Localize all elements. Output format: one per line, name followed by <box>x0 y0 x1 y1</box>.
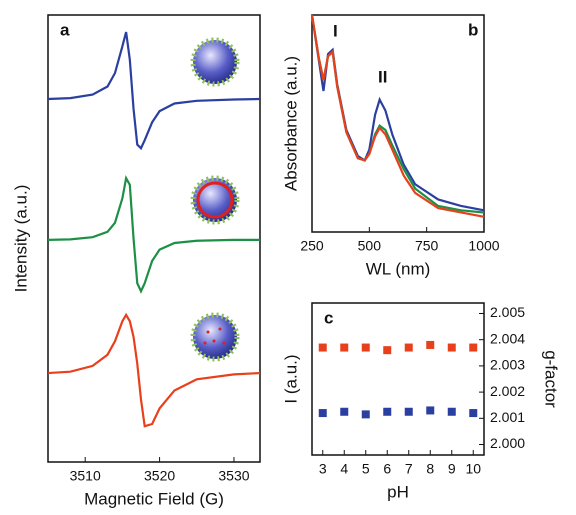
y-axis-title: I (a.u.) <box>281 354 300 403</box>
point <box>404 343 413 352</box>
y2-axis-title: g-factor <box>542 350 561 408</box>
x-tick-label: 5 <box>362 461 370 477</box>
point <box>340 343 349 352</box>
y-axis-title: Absorbance (a.u.) <box>281 56 300 191</box>
y2-tick-label: 2.005 <box>490 304 525 320</box>
point <box>383 407 392 416</box>
point <box>361 410 370 419</box>
series-line <box>47 174 260 294</box>
series-line <box>310 14 485 218</box>
point <box>318 409 327 418</box>
y2-tick-label: 2.004 <box>490 330 525 346</box>
point <box>426 340 435 349</box>
series-line <box>47 312 261 428</box>
x-axis-title: Magnetic Field (G) <box>84 489 224 508</box>
panel-label: b <box>468 20 478 39</box>
series-line <box>47 31 261 151</box>
point <box>469 409 478 418</box>
x-tick-label: 3520 <box>144 468 175 484</box>
panel-label: c <box>324 308 333 327</box>
point <box>447 407 456 416</box>
x-tick-label: 10 <box>465 461 481 477</box>
inset-particles <box>190 37 240 362</box>
y2-tick-label: 2.000 <box>490 435 525 451</box>
y2-tick-label: 2.001 <box>490 409 525 425</box>
plot-frame <box>311 302 485 456</box>
x-tick-label: 250 <box>300 238 324 254</box>
x-tick-label: 500 <box>358 238 382 254</box>
point <box>383 346 392 355</box>
x-tick-label: 6 <box>383 461 391 477</box>
point <box>447 343 456 352</box>
point <box>404 407 413 416</box>
x-axis-title: pH <box>387 482 409 501</box>
x-tick-label: 9 <box>448 461 456 477</box>
y2-tick-label: 2.002 <box>490 383 525 399</box>
plot-frame <box>311 14 485 233</box>
y-axis-title: Intensity (a.u.) <box>11 185 30 293</box>
x-tick-label: 8 <box>426 461 434 477</box>
x-tick-label: 3510 <box>70 468 101 484</box>
point <box>318 343 327 352</box>
point <box>361 343 370 352</box>
series-line <box>310 14 485 212</box>
y2-tick-label: 2.003 <box>490 357 525 373</box>
plot-frame <box>47 14 261 463</box>
x-tick-label: 7 <box>405 461 413 477</box>
x-tick-label: 4 <box>340 461 348 477</box>
annotation: II <box>378 67 387 86</box>
x-tick-label: 750 <box>415 238 439 254</box>
point <box>469 343 478 352</box>
series-line <box>310 14 485 214</box>
annotation: I <box>333 21 338 40</box>
x-axis-title: WL (nm) <box>366 259 431 278</box>
x-tick-label: 3530 <box>218 468 249 484</box>
point <box>426 406 435 415</box>
x-tick-label: 1000 <box>468 238 499 254</box>
x-tick-label: 3 <box>319 461 327 477</box>
panel-label: a <box>60 20 70 39</box>
point <box>340 407 349 416</box>
